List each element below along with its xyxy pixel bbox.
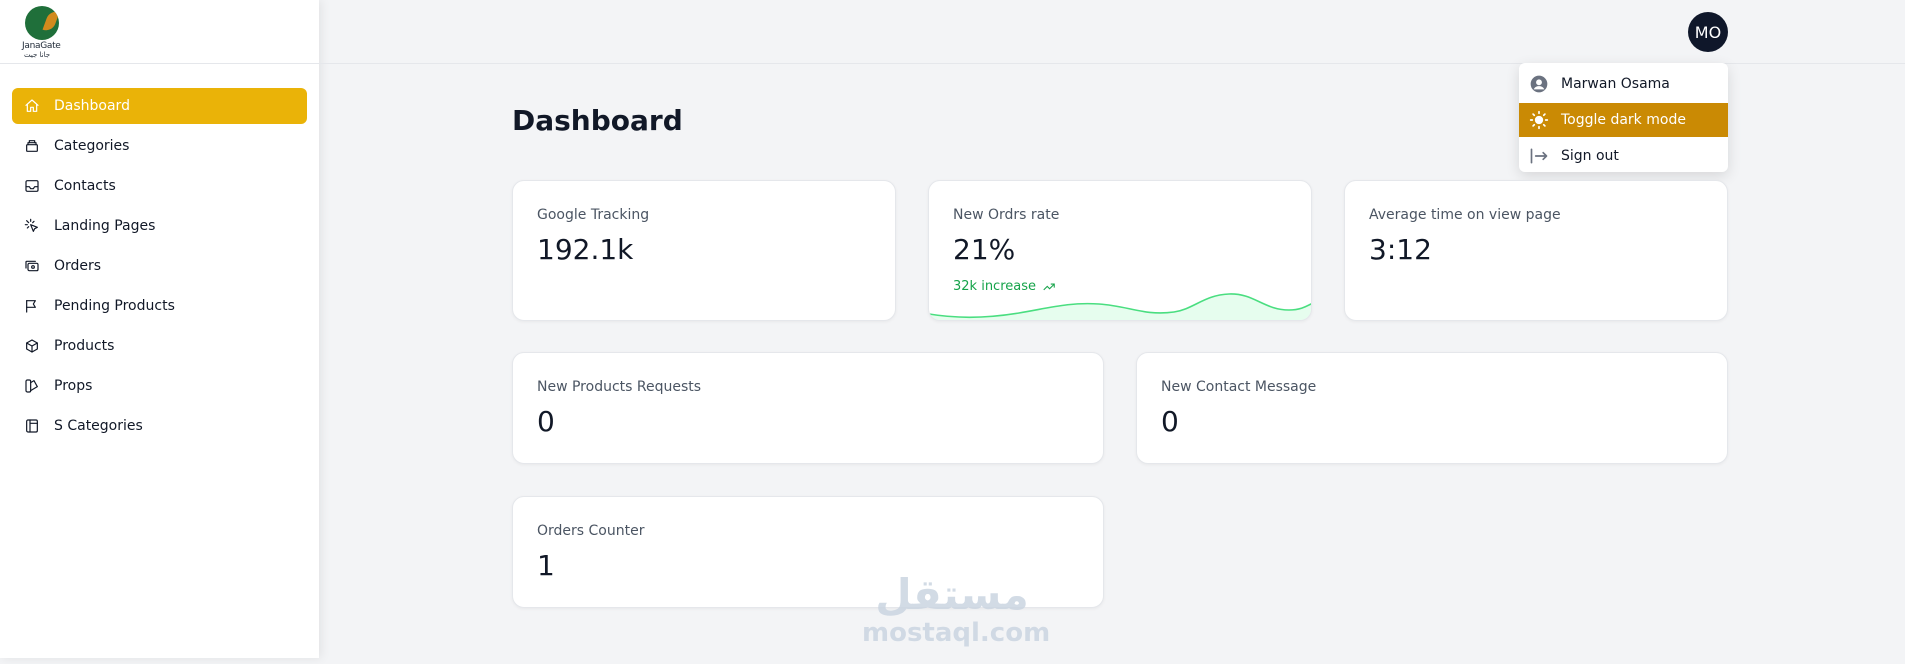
book-icon [24,418,40,434]
color-swatch-icon [24,378,40,394]
user-menu-profile[interactable]: Marwan Osama [1519,67,1728,101]
sidebar: JanaGate جانا جيت Dashboard Categories C… [0,0,319,658]
user-circle-icon [1529,74,1549,94]
stat-label: Orders Counter [537,523,645,539]
archive-icon [24,138,40,154]
stat-card-new-contact-message: New Contact Message 0 [1136,352,1728,464]
top-bar [319,0,1905,64]
sidebar-item-label: Dashboard [54,98,130,114]
sidebar-item-landing-pages[interactable]: Landing Pages [12,208,307,244]
sidebar-item-pending-products[interactable]: Pending Products [12,288,307,324]
stat-label: Google Tracking [537,207,650,223]
sidebar-nav: Dashboard Categories Contacts Landing Pa… [0,64,319,444]
sidebar-item-label: Pending Products [54,298,175,314]
sidebar-item-label: Landing Pages [54,218,156,234]
logo-text: JanaGate [22,41,61,51]
stat-label: New Products Requests [537,379,702,395]
trending-up-icon [1043,283,1055,290]
logo-subtitle: جانا جيت [24,51,51,59]
sidebar-item-label: Products [54,338,115,354]
sidebar-item-s-categories[interactable]: S Categories [12,408,307,444]
user-menu-toggle-dark-mode[interactable]: Toggle dark mode [1519,103,1728,137]
home-icon [24,98,40,114]
watermark-latin: mostaql.com [862,618,1051,648]
user-menu-label: Toggle dark mode [1561,112,1686,128]
inbox-icon [24,178,40,194]
user-menu-label: Sign out [1561,148,1619,164]
cursor-click-icon [24,218,40,234]
stat-label: New Contact Message [1161,379,1317,395]
stat-card-new-orders-rate: New Ordrs rate 21% 32k increase [928,180,1312,321]
sign-out-icon [1529,146,1549,166]
logo-mark [25,6,59,40]
sidebar-item-label: Categories [54,138,130,154]
stat-value: 1 [537,549,555,582]
stat-label: New Ordrs rate [953,207,1060,223]
sidebar-item-contacts[interactable]: Contacts [12,168,307,204]
sidebar-item-label: Orders [54,258,102,274]
page-title: Dashboard [512,104,683,137]
sidebar-item-categories[interactable]: Categories [12,128,307,164]
stat-value: 0 [1161,405,1179,438]
stat-trend: 32k increase [953,279,1056,294]
sidebar-item-label: S Categories [54,418,143,434]
sparkline [929,293,1311,320]
stat-card-orders-counter: Orders Counter 1 [512,496,1104,608]
cube-icon [24,338,40,354]
stat-value: 0 [537,405,555,438]
stat-trend-label: 32k increase [953,279,1036,294]
user-avatar-button[interactable]: MO [1688,12,1728,52]
sidebar-item-label: Props [54,378,93,394]
stat-card-google-tracking: Google Tracking 192.1k [512,180,896,321]
stat-value: 21% [953,233,1016,266]
janagate-logo[interactable]: JanaGate جانا جيت [22,6,62,59]
sidebar-item-products[interactable]: Products [12,328,307,364]
sidebar-item-orders[interactable]: Orders [12,248,307,284]
stat-value: 3:12 [1369,233,1432,266]
sun-icon [1529,110,1549,130]
stat-card-new-products-requests: New Products Requests 0 [512,352,1104,464]
user-menu-label: Marwan Osama [1561,76,1670,92]
watermark-arabic: مستقل [875,570,1029,619]
stat-card-average-time: Average time on view page 3:12 [1344,180,1728,321]
user-menu-sign-out[interactable]: Sign out [1519,139,1728,173]
stat-label: Average time on view page [1369,207,1561,223]
flag-icon [24,298,40,314]
sidebar-item-dashboard[interactable]: Dashboard [12,88,307,124]
logo-area: JanaGate جانا جيت [0,0,319,64]
sidebar-item-label: Contacts [54,178,116,194]
cash-icon [24,258,40,274]
mostaql-watermark: مستقل mostaql.com [862,570,1051,649]
sidebar-item-props[interactable]: Props [12,368,307,404]
stat-value: 192.1k [537,233,634,266]
user-menu-dropdown: Marwan Osama Toggle dark mode Sign out [1519,63,1728,172]
